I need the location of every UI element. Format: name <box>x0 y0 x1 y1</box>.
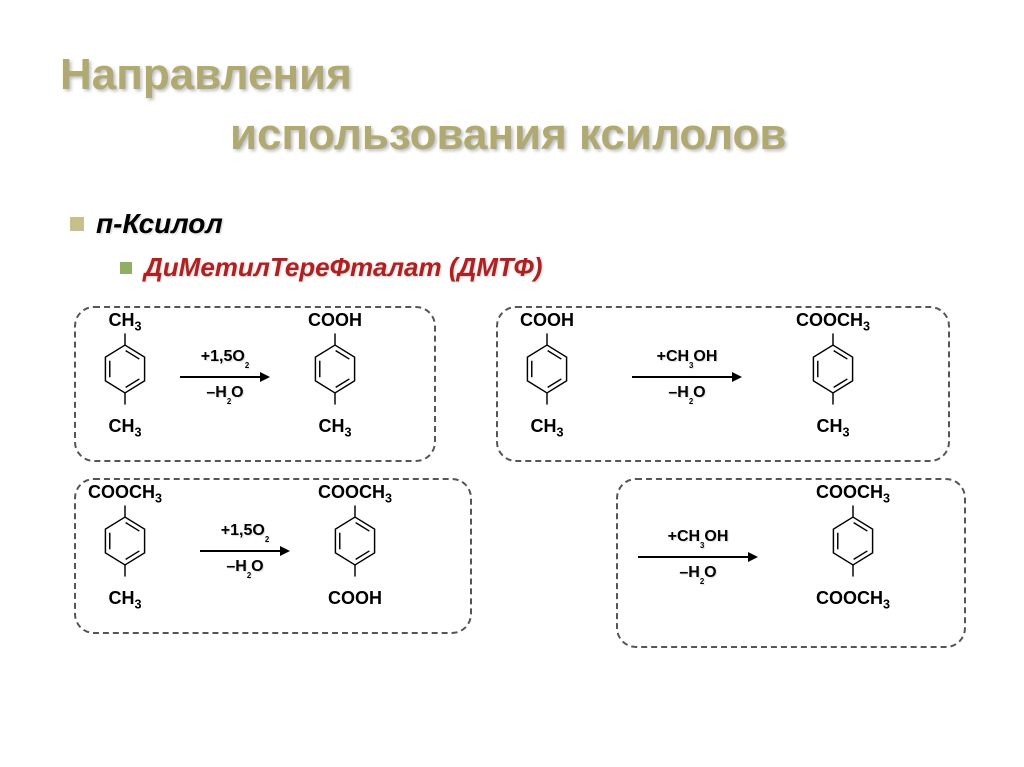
reaction-r3-arrow-bottom: –H2O <box>200 558 290 580</box>
reaction-r1-arrow-top: +1,5O2 <box>180 348 270 370</box>
reaction-r3-left-top-label: COOCH3 <box>65 482 185 506</box>
reaction-r2-left-bottom-label: CH3 <box>487 416 607 440</box>
reaction-r1-left-top-label: CH3 <box>65 310 185 334</box>
reaction-r3-arrow-top: +1,5O2 <box>200 522 290 544</box>
reaction-r3-left-bottom-label: CH3 <box>65 588 185 612</box>
reaction-r2-left-ring <box>516 332 578 411</box>
reaction-r1-left-ring <box>94 332 156 411</box>
reaction-r3-left-ring <box>94 504 156 583</box>
reaction-r3-right-top-label: COOCH3 <box>295 482 415 506</box>
reaction-r3-right-ring <box>324 504 386 583</box>
reaction-r2-right-bottom-label: CH3 <box>773 416 893 440</box>
reaction-r2-right-ring <box>802 332 864 411</box>
bullet-main: п-Ксилол <box>70 208 223 240</box>
reaction-r4-arrow-top: +CH3OH <box>638 528 758 550</box>
bullet-sub-label: ДиМетилТереФталат (ДМТФ) <box>144 252 542 283</box>
bullet-sub: ДиМетилТереФталат (ДМТФ) <box>120 252 542 283</box>
reaction-r2-arrow-top: +CH3OH <box>632 348 742 370</box>
bullet-square-icon <box>70 217 84 231</box>
reaction-r4-arrow-arrow-icon <box>638 550 758 564</box>
reaction-r1-arrow-arrow-icon <box>180 370 270 384</box>
reaction-r4-right-ring <box>822 504 884 583</box>
reaction-r1-arrow-bottom: –H2O <box>180 384 270 406</box>
reaction-r1-right-ring <box>304 332 366 411</box>
bullet-main-label: п-Ксилол <box>96 208 223 240</box>
reaction-r4-right-bottom-label: COOCH3 <box>793 588 913 612</box>
reaction-r2-left-top-label: COOH <box>487 310 607 331</box>
bullet-square-icon <box>120 262 132 274</box>
reaction-r2-right-top-label: COOCH3 <box>773 310 893 334</box>
reaction-r4-right-top-label: COOCH3 <box>793 482 913 506</box>
page-title-line2: использования ксилолов <box>230 110 786 160</box>
reaction-r3-arrow-arrow-icon <box>200 544 290 558</box>
reaction-r2-arrow-arrow-icon <box>632 370 742 384</box>
reaction-r1-right-bottom-label: CH3 <box>275 416 395 440</box>
reaction-r1-right-top-label: COOH <box>275 310 395 331</box>
reaction-r3-right-bottom-label: COOH <box>295 588 415 609</box>
reaction-r2-arrow-bottom: –H2O <box>632 384 742 406</box>
reaction-r4-arrow-bottom: –H2O <box>638 564 758 586</box>
reaction-r1-left-bottom-label: CH3 <box>65 416 185 440</box>
page-title-line1: Направления <box>60 50 352 100</box>
